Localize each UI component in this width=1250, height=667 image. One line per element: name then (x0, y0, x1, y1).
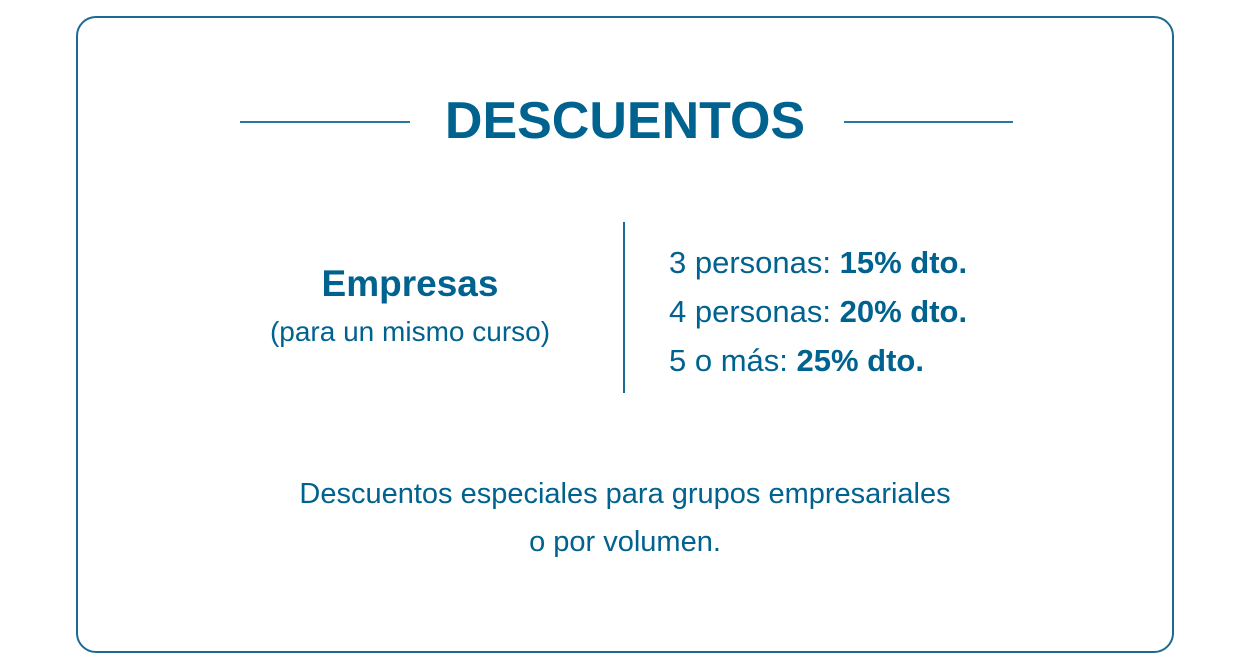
tier-item: 5 o más: 25% dto. (669, 343, 924, 378)
footer-note: Descuentos especiales para grupos empres… (299, 478, 951, 558)
group-label: Empresas (321, 263, 499, 304)
vertical-divider (623, 222, 625, 393)
title-rule-left (240, 121, 410, 123)
tier-discount: 15% dto. (839, 245, 968, 280)
tier-discount: 25% dto. (796, 343, 924, 378)
tier-list: 3 personas: 15% dto. 4 personas: 20% dto… (669, 238, 967, 385)
tier-discount: 20% dto. (839, 294, 968, 329)
discount-card (76, 16, 1174, 653)
title-rule-right (844, 121, 1013, 123)
tier-item: 4 personas: 20% dto. (669, 294, 968, 329)
group-note: (para un mismo curso) (269, 316, 551, 347)
page-title: DESCUENTOS (444, 92, 806, 150)
tier-item: 3 personas: 15% dto. (669, 245, 968, 280)
